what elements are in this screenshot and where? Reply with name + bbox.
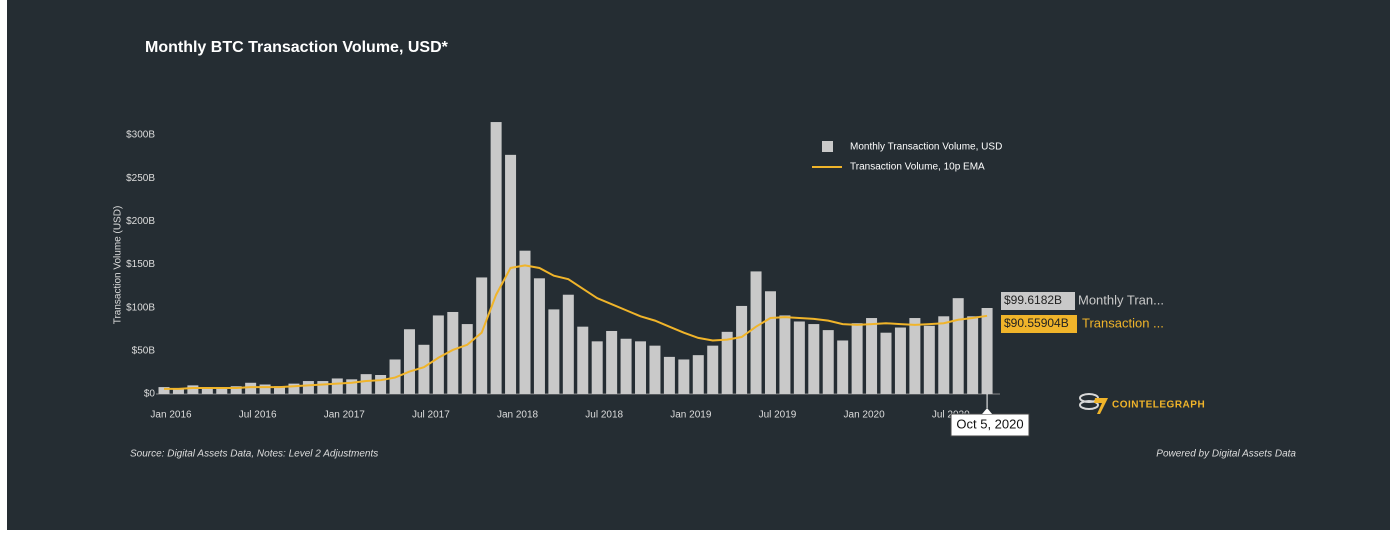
bar — [707, 345, 719, 394]
bar — [230, 386, 242, 394]
bar — [894, 327, 906, 394]
bar — [302, 381, 314, 394]
bar — [923, 325, 935, 394]
hover-value: $99.6182B — [1004, 293, 1062, 307]
bar — [591, 341, 603, 394]
x-tick-label: Jul 2016 — [239, 410, 277, 421]
bar — [981, 307, 993, 394]
bar — [663, 356, 675, 394]
bar — [793, 321, 805, 394]
bar — [750, 271, 762, 394]
x-tick-label: Jan 2020 — [844, 410, 886, 421]
y-tick-label: $250B — [126, 173, 155, 184]
bar — [779, 315, 791, 394]
bar — [577, 326, 589, 394]
hover-pointer — [982, 408, 993, 414]
legend-swatch — [822, 141, 833, 152]
y-tick-label: $100B — [126, 302, 155, 313]
bar — [245, 382, 257, 394]
bar — [764, 291, 776, 394]
y-tick-label: $300B — [126, 130, 155, 141]
bar — [187, 385, 199, 394]
bar — [880, 332, 892, 394]
y-tick-label: $200B — [126, 216, 155, 227]
bar — [721, 331, 733, 394]
hover-name: Monthly Tran... — [1078, 292, 1164, 307]
bar — [403, 329, 415, 394]
hover-value: $90.55904B — [1004, 316, 1069, 330]
bar — [360, 374, 372, 394]
bar — [620, 338, 632, 394]
bar — [505, 154, 517, 394]
bar — [736, 305, 748, 394]
bar — [317, 381, 329, 394]
bar — [418, 344, 430, 394]
bar — [447, 311, 459, 394]
bar — [678, 359, 690, 394]
bar — [967, 316, 979, 394]
bar — [548, 309, 560, 394]
bar — [808, 324, 820, 394]
bar — [490, 122, 502, 395]
bar — [938, 316, 950, 394]
bar — [288, 383, 300, 394]
y-axis-label: Transaction Volume (USD) — [113, 206, 124, 325]
x-tick-label: Jul 2017 — [412, 410, 450, 421]
bar — [533, 278, 545, 394]
bar — [562, 294, 574, 394]
bar — [952, 298, 964, 394]
x-tick-label: Jan 2017 — [324, 410, 366, 421]
hover-value-box — [1001, 292, 1075, 310]
ema-line — [164, 264, 988, 390]
bar — [692, 355, 704, 394]
bar — [216, 387, 228, 394]
hover-name: Transaction ... — [1082, 315, 1164, 330]
bar — [172, 388, 184, 394]
bar — [346, 379, 358, 394]
source: Source: Digital Assets Data, Notes: Leve… — [130, 449, 378, 460]
panel — [7, 0, 1390, 530]
bar — [331, 378, 343, 394]
brand-logo — [1079, 393, 1108, 414]
x-tick-label: Jan 2019 — [670, 410, 712, 421]
x-tick-label: Jan 2018 — [497, 410, 539, 421]
hover-value-box — [1001, 315, 1077, 333]
bar — [519, 250, 531, 394]
bar — [866, 318, 878, 394]
bar — [909, 318, 921, 394]
powered-by: Powered by Digital Assets Data — [1156, 449, 1296, 460]
y-tick-label: $150B — [126, 259, 155, 270]
brand: COINTELEGRAPH — [1112, 400, 1205, 411]
x-tick-label: Jul 2018 — [585, 410, 623, 421]
bar — [201, 387, 213, 394]
bar — [259, 384, 271, 394]
bar — [649, 345, 661, 394]
bar — [461, 324, 473, 394]
x-tick-label: Jan 2016 — [150, 410, 192, 421]
bar — [274, 386, 286, 394]
bar — [851, 323, 863, 394]
bar — [375, 375, 387, 394]
bar — [822, 330, 834, 394]
bar — [606, 330, 618, 394]
bar — [635, 341, 647, 394]
y-tick-label: $50B — [132, 345, 156, 356]
legend-label: Transaction Volume, 10p EMA — [850, 162, 985, 173]
x-tick-label: Jul 2019 — [759, 410, 797, 421]
bar — [476, 277, 488, 394]
hover-date: Oct 5, 2020 — [956, 416, 1023, 431]
y-tick-label: $0 — [144, 389, 156, 400]
bar — [432, 315, 444, 394]
bar — [837, 340, 849, 394]
legend-label: Monthly Transaction Volume, USD — [850, 142, 1002, 153]
bar — [158, 387, 170, 394]
chart-title: Monthly BTC Transaction Volume, USD* — [145, 39, 449, 56]
